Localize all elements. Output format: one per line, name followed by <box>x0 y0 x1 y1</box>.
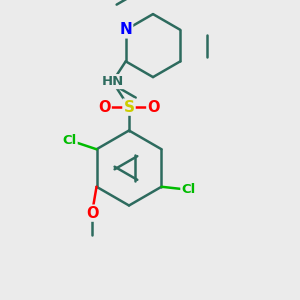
Text: O: O <box>98 100 111 115</box>
Text: HN: HN <box>101 75 124 88</box>
Text: O: O <box>147 100 160 115</box>
Text: Cl: Cl <box>182 183 196 196</box>
Text: S: S <box>124 100 134 115</box>
Text: Cl: Cl <box>62 134 76 147</box>
Text: N: N <box>119 22 132 37</box>
Text: O: O <box>86 206 98 220</box>
